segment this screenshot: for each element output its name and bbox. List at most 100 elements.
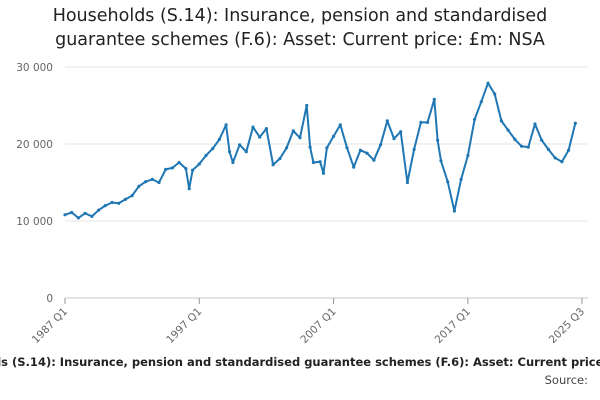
data-point: [459, 177, 463, 181]
y-tick-label: 20 000: [16, 139, 53, 151]
x-tick-label: 1997 Q1: [164, 306, 204, 346]
data-point: [321, 171, 326, 175]
data-point: [144, 180, 148, 184]
data-point: [479, 100, 483, 104]
data-point: [553, 156, 557, 160]
data-point: [412, 147, 416, 151]
source-label: Source:: [544, 373, 588, 387]
data-point: [513, 137, 517, 141]
data-point: [137, 184, 141, 188]
data-point: [117, 201, 121, 205]
x-tick-label: 1987 Q1: [30, 306, 70, 346]
data-point: [157, 180, 161, 185]
data-point: [466, 153, 470, 158]
data-point: [103, 204, 107, 208]
data-point: [70, 210, 74, 215]
data-point: [439, 159, 443, 163]
data-point: [123, 197, 127, 201]
x-axis: 1987 Q1 1997 Q1 2007 Q1 2017 Q1 2025 Q3: [30, 298, 587, 346]
data-point: [264, 127, 268, 131]
data-point: [311, 160, 315, 165]
data-point: [231, 160, 235, 165]
data-point: [573, 121, 577, 125]
data-point: [83, 211, 87, 215]
y-tick-label: 30 000: [16, 62, 53, 74]
data-point: [224, 123, 228, 127]
data-point: [90, 214, 94, 218]
data-point: [452, 209, 456, 213]
data-point: [520, 144, 524, 148]
data-point: [365, 151, 369, 155]
data-point: [345, 146, 349, 150]
data-point: [244, 150, 248, 154]
data-point: [432, 97, 436, 101]
data-point: [308, 145, 312, 149]
data-point: [204, 153, 208, 158]
data-point: [533, 122, 537, 126]
data-point: [526, 145, 530, 149]
data-point: [211, 147, 215, 151]
data-point: [217, 137, 221, 141]
data-point: [258, 135, 262, 139]
data-point: [238, 143, 242, 147]
data-point: [499, 119, 503, 123]
legend-entry: Households (S.14): Insurance, pension an…: [0, 355, 600, 369]
data-point: [298, 136, 302, 140]
data-point: [560, 160, 564, 164]
data-point: [486, 81, 490, 85]
data-point: [358, 148, 362, 152]
data-point: [338, 123, 342, 127]
data-point: [305, 103, 309, 108]
x-tick-label: 2017 Q1: [433, 306, 473, 346]
data-point: [399, 130, 403, 134]
data-point: [251, 125, 255, 129]
chart-title-line-1: Households (S.14): Insurance, pension an…: [52, 6, 548, 26]
data-point: [352, 165, 356, 169]
data-point: [227, 150, 232, 154]
data-point: [332, 134, 336, 138]
data-point: [567, 148, 571, 152]
data-point: [506, 128, 510, 132]
chart-title-line-2: guarantee schemes (F.6): Asset: Current …: [55, 30, 545, 50]
data-point: [473, 117, 477, 121]
data-point: [197, 162, 201, 166]
data-point: [285, 146, 289, 150]
y-tick-label: 10 000: [16, 216, 53, 228]
data-point: [110, 200, 114, 205]
data-point: [187, 187, 191, 191]
data-point: [291, 129, 295, 133]
data-point: [150, 177, 154, 181]
data-point: [130, 194, 134, 198]
series-line: [64, 82, 577, 219]
data-point: [405, 180, 409, 185]
data-point: [385, 119, 389, 123]
data-point: [177, 160, 181, 165]
data-point: [419, 120, 423, 124]
chart-title: Households (S.14): Insurance, pension an…: [0, 4, 600, 52]
series-layer: [63, 81, 577, 220]
data-point: [164, 167, 168, 171]
y-tick-label: 0: [46, 293, 53, 305]
data-point: [325, 146, 329, 150]
legend: Households (S.14): Insurance, pension an…: [0, 355, 600, 373]
data-point: [446, 180, 450, 184]
data-point: [372, 158, 376, 162]
grid-lines: [65, 66, 588, 299]
data-point: [540, 138, 544, 142]
data-point: [97, 208, 101, 212]
data-point: [436, 138, 440, 142]
data-point: [379, 143, 383, 147]
data-point: [546, 147, 551, 151]
x-tick-label: 2007 Q1: [298, 306, 338, 346]
data-point: [278, 157, 282, 161]
data-point: [392, 137, 396, 141]
data-point: [493, 92, 497, 96]
data-point: [170, 166, 174, 170]
y-axis: 0 10 000 20 000 30 000: [16, 62, 53, 305]
data-point: [271, 163, 275, 167]
data-point: [76, 216, 80, 220]
x-tick-label: 2025 Q3: [547, 306, 587, 346]
data-point: [318, 160, 322, 164]
data-point: [191, 168, 195, 172]
